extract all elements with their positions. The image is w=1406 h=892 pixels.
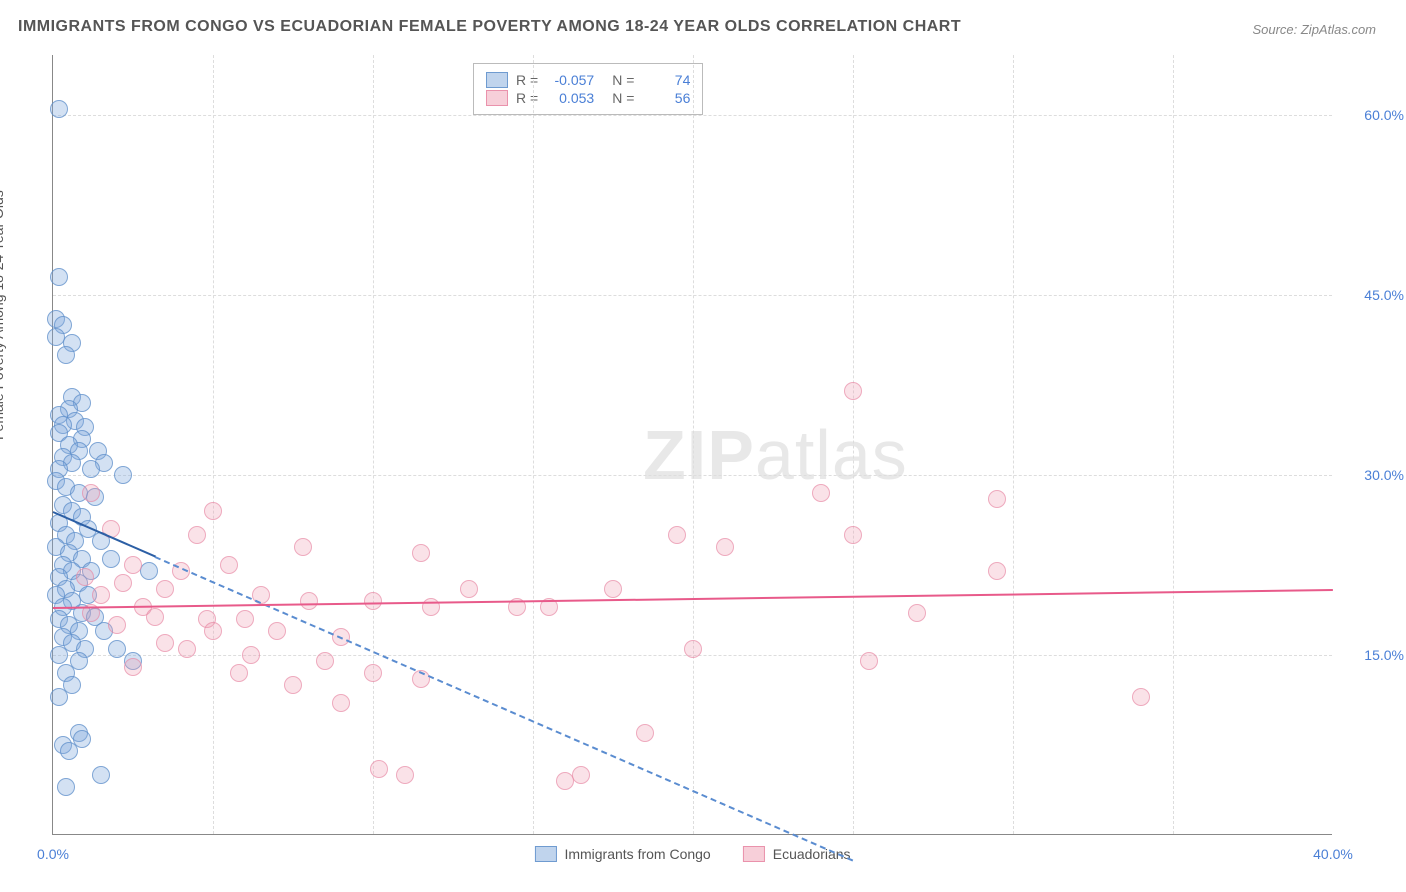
point-ecuador [284,676,302,694]
point-ecuador [636,724,654,742]
point-ecuador [364,592,382,610]
point-ecuador [556,772,574,790]
point-ecuador [188,526,206,544]
legend-r-label: R = [516,90,538,106]
point-ecuador [204,622,222,640]
point-ecuador [156,580,174,598]
point-ecuador [220,556,238,574]
legend-swatch [743,846,765,862]
point-congo [82,460,100,478]
point-ecuador [1132,688,1150,706]
point-congo [60,742,78,760]
series-legend: Immigrants from CongoEcuadorians [534,846,850,862]
point-ecuador [294,538,312,556]
legend-n-label: N = [612,72,634,88]
point-ecuador [988,562,1006,580]
chart-title: IMMIGRANTS FROM CONGO VS ECUADORIAN FEMA… [18,18,961,36]
point-congo [50,688,68,706]
point-ecuador [988,490,1006,508]
y-axis-label: Female Poverty Among 18-24 Year Olds [0,190,6,440]
gridline-v [213,55,214,834]
point-ecuador [332,694,350,712]
gridline-v [693,55,694,834]
legend-label: Immigrants from Congo [564,846,710,862]
point-ecuador [684,640,702,658]
legend-n-label: N = [612,90,634,106]
point-ecuador [460,580,478,598]
point-congo [102,550,120,568]
point-congo [108,640,126,658]
point-ecuador [572,766,590,784]
point-congo [140,562,158,580]
gridline-v [853,55,854,834]
legend-r-value: -0.057 [546,72,594,88]
point-ecuador [236,610,254,628]
point-ecuador [92,586,110,604]
y-tick-label: 45.0% [1344,287,1404,303]
point-ecuador [316,652,334,670]
point-ecuador [716,538,734,556]
x-tick-label: 40.0% [1313,846,1353,862]
point-ecuador [668,526,686,544]
point-ecuador [844,382,862,400]
point-ecuador [156,634,174,652]
gridline-v [533,55,534,834]
source-attribution: Source: ZipAtlas.com [1252,22,1376,37]
y-tick-label: 15.0% [1344,647,1404,663]
point-congo [92,766,110,784]
legend-n-value: 56 [642,90,690,106]
point-ecuador [370,760,388,778]
x-tick-label: 0.0% [37,846,69,862]
legend-n-value: 74 [642,72,690,88]
point-congo [57,346,75,364]
point-ecuador [124,556,142,574]
gridline-v [373,55,374,834]
legend-swatch [534,846,556,862]
legend-r-value: 0.053 [546,90,594,106]
watermark: ZIPatlas [643,415,908,495]
point-congo [50,100,68,118]
point-ecuador [604,580,622,598]
point-ecuador [114,574,132,592]
point-congo [57,778,75,796]
point-ecuador [108,616,126,634]
point-ecuador [812,484,830,502]
point-ecuador [146,608,164,626]
point-congo [50,646,68,664]
point-ecuador [124,658,142,676]
point-ecuador [844,526,862,544]
point-ecuador [412,544,430,562]
point-ecuador [82,484,100,502]
point-ecuador [230,664,248,682]
point-congo [114,466,132,484]
point-congo [50,268,68,286]
gridline-v [1013,55,1014,834]
point-ecuador [204,502,222,520]
scatter-plot: ZIPatlas R =-0.057N =74R =0.053N =56 Imm… [52,55,1332,835]
point-ecuador [860,652,878,670]
point-ecuador [268,622,286,640]
point-ecuador [364,664,382,682]
point-ecuador [178,640,196,658]
legend-row: R = -0.057 N = 74 [486,72,690,88]
correlation-legend: R = -0.057 N = 74 R = 0.053 N = 56 [473,63,703,115]
point-ecuador [242,646,260,664]
point-ecuador [396,766,414,784]
point-ecuador [908,604,926,622]
y-tick-label: 30.0% [1344,467,1404,483]
legend-r-label: R = [516,72,538,88]
point-ecuador [300,592,318,610]
point-ecuador [76,568,94,586]
legend-swatch [486,72,508,88]
y-tick-label: 60.0% [1344,107,1404,123]
legend-row: R = 0.053 N = 56 [486,90,690,106]
legend-swatch [486,90,508,106]
gridline-v [1173,55,1174,834]
legend-item: Immigrants from Congo [534,846,710,862]
